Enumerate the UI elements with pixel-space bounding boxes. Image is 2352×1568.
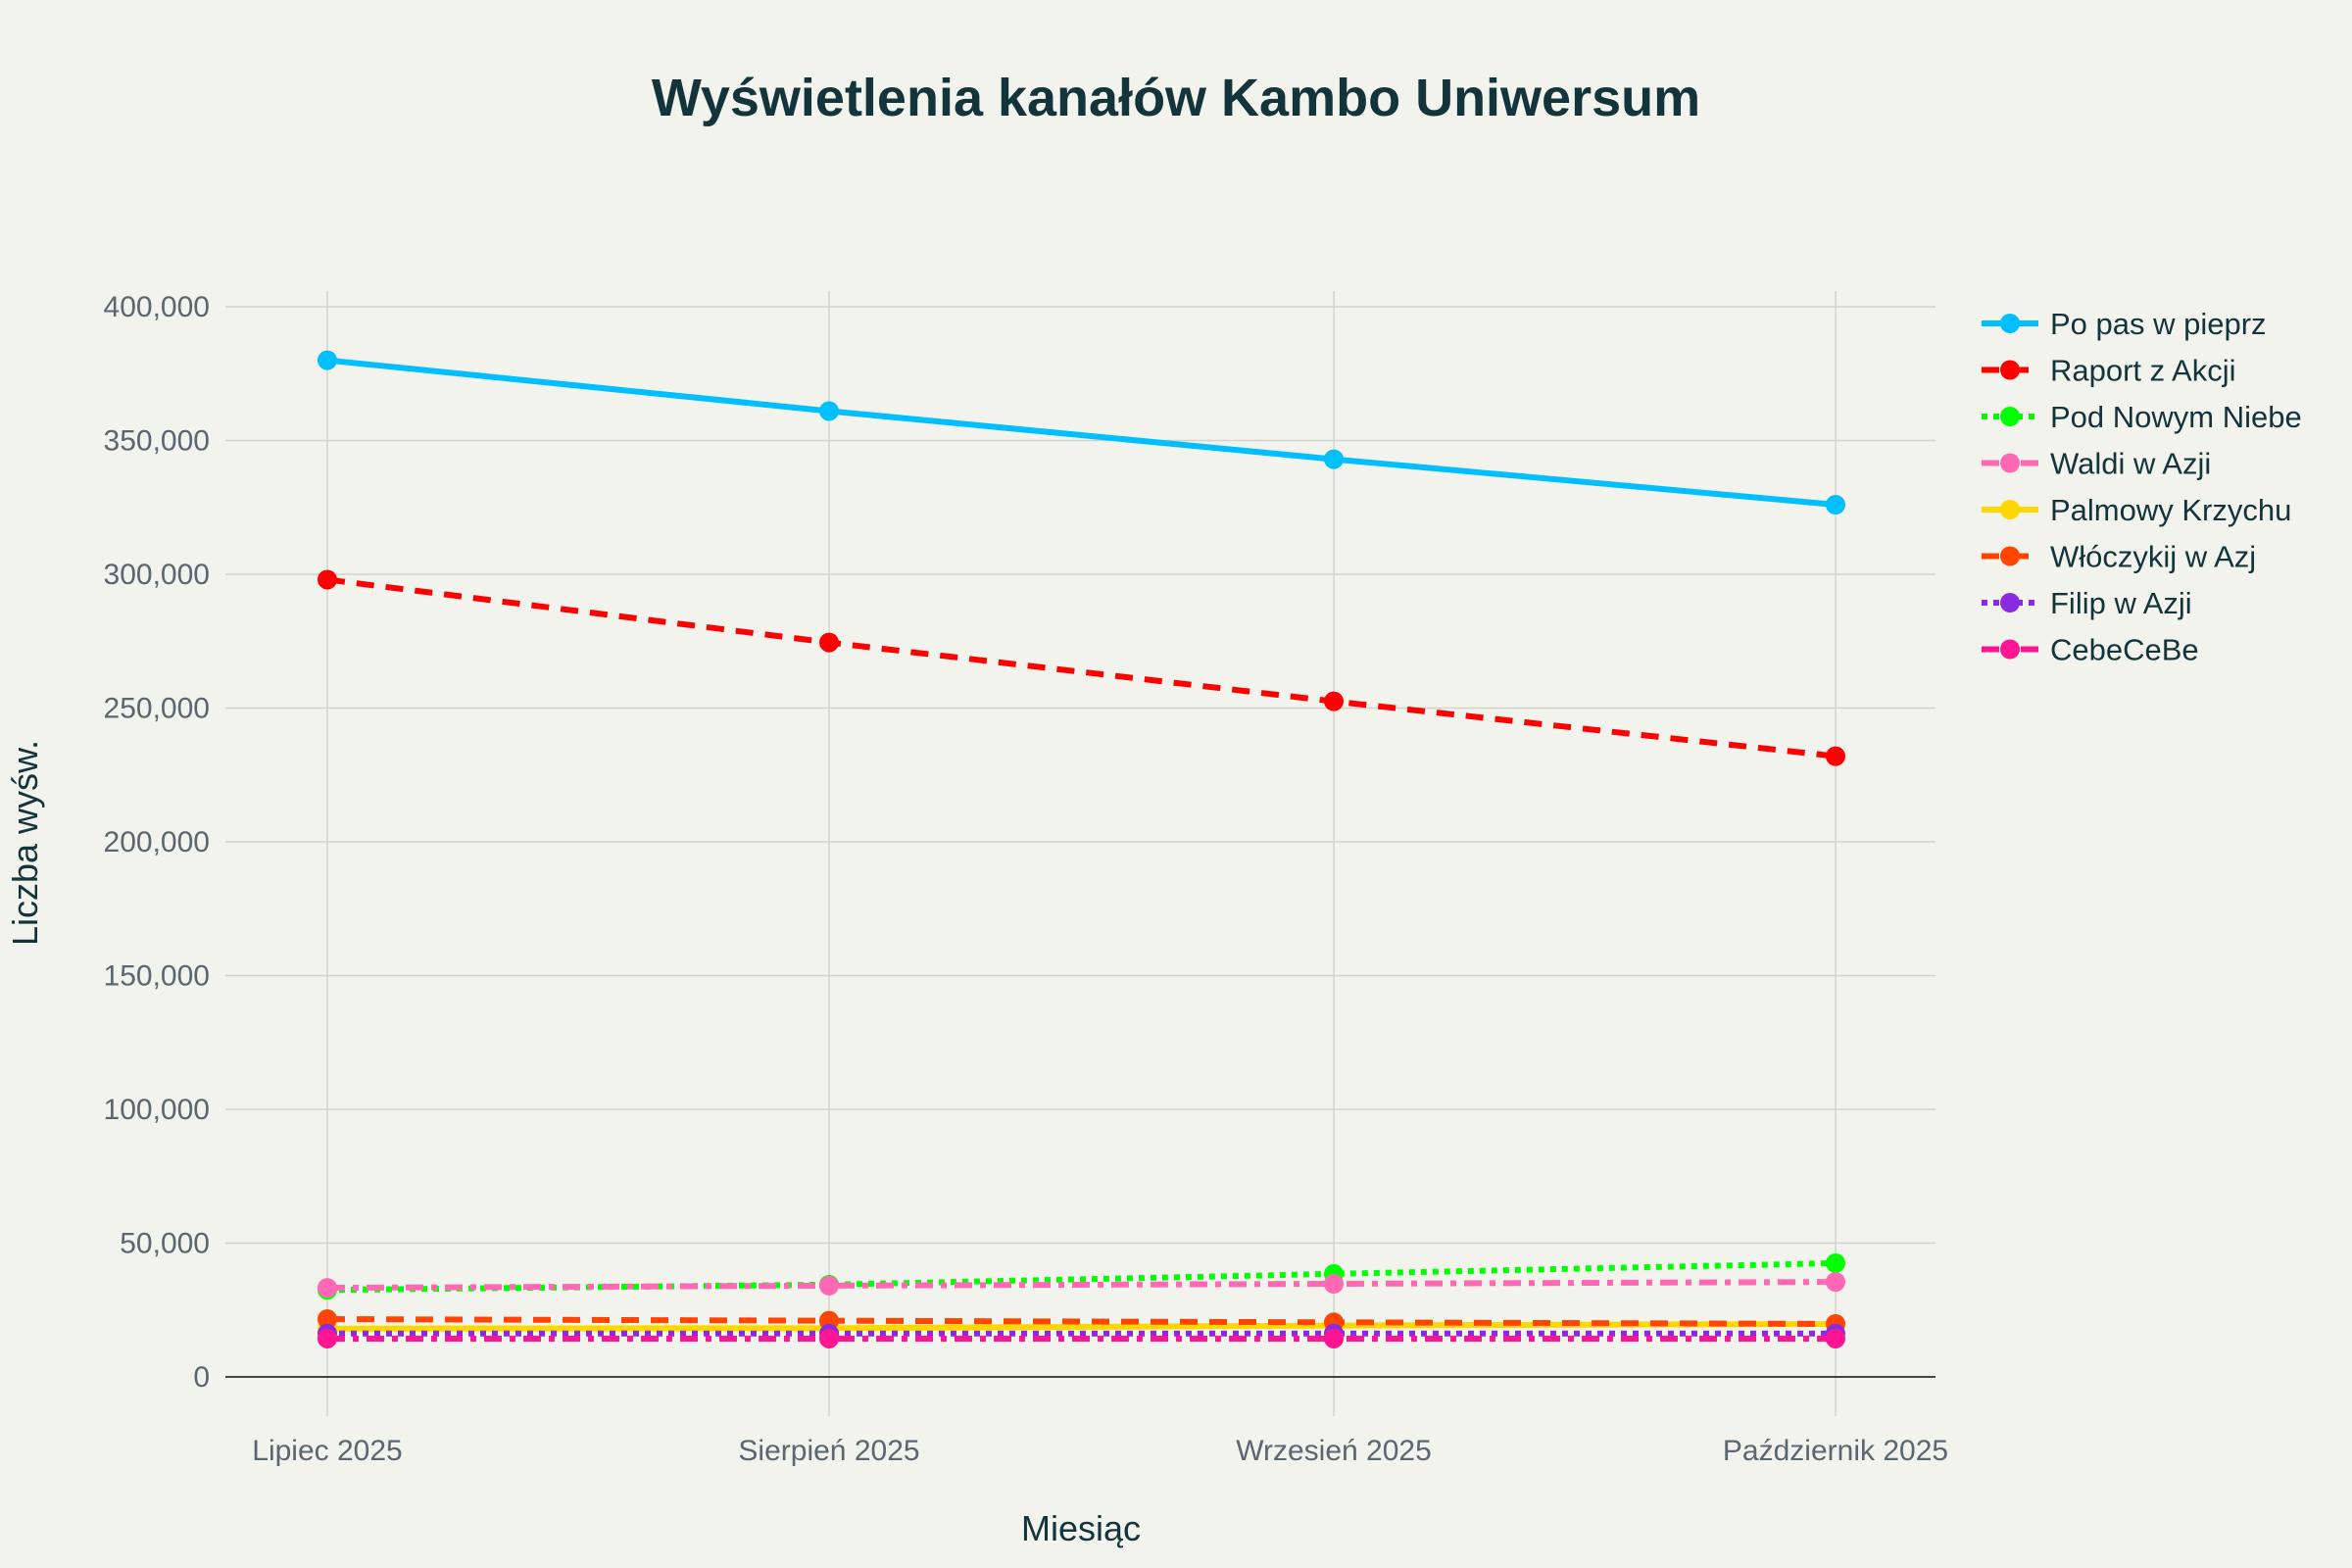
y-tick-label: 150,000 xyxy=(104,960,210,993)
data-point xyxy=(1324,449,1344,469)
legend-marker xyxy=(2000,593,2020,612)
legend-marker xyxy=(2000,360,2020,380)
data-point xyxy=(318,1309,337,1330)
y-tick-label: 250,000 xyxy=(104,693,210,725)
data-point xyxy=(318,569,337,590)
series-7 xyxy=(318,1328,1845,1348)
y-axis-title: Liczba wyśw. xyxy=(5,740,45,946)
x-tick-label: Wrzesień 2025 xyxy=(1236,1435,1432,1467)
legend-label: CebeCeBe xyxy=(2050,633,2199,667)
legend-item[interactable]: Palmowy Krzychu xyxy=(1982,493,2291,527)
legend-item[interactable]: Po pas w pieprz xyxy=(1982,307,2267,341)
legend-item[interactable]: CebeCeBe xyxy=(1982,633,2199,667)
series-line xyxy=(326,576,1837,760)
series-1 xyxy=(318,569,1845,766)
data-point xyxy=(1324,1273,1344,1294)
series-0 xyxy=(318,350,1845,515)
legend-item[interactable]: Raport z Akcji xyxy=(1982,354,2236,388)
legend-label: Filip w Azji xyxy=(2050,586,2192,620)
data-point xyxy=(1324,1328,1344,1348)
data-point xyxy=(1324,691,1344,711)
data-point xyxy=(318,1328,337,1348)
legend-label: Waldi w Azji xyxy=(2050,447,2211,481)
x-tick-label: Lipiec 2025 xyxy=(252,1435,402,1467)
data-point xyxy=(1826,746,1845,766)
y-tick-label: 100,000 xyxy=(104,1094,210,1126)
series-2 xyxy=(318,1252,1845,1300)
legend-item[interactable]: Waldi w Azji xyxy=(1982,447,2211,481)
legend-label: Pod Nowym Niebe xyxy=(2050,400,2302,434)
y-tick-label: 400,000 xyxy=(104,291,210,323)
data-point xyxy=(318,350,337,370)
data-point xyxy=(1826,495,1845,515)
legend-label: Raport z Akcji xyxy=(2050,354,2236,388)
legend-item[interactable]: Pod Nowym Niebe xyxy=(1982,400,2302,434)
series-line xyxy=(326,1316,1837,1327)
legend-item[interactable]: Włóczykij w Azj xyxy=(1982,540,2256,574)
y-tick-label: 350,000 xyxy=(104,425,210,458)
series-line xyxy=(326,1320,1837,1332)
legend-marker xyxy=(2000,639,2020,660)
data-point xyxy=(819,632,839,653)
data-point xyxy=(819,1328,839,1348)
legend-label: Palmowy Krzychu xyxy=(2050,493,2291,527)
legend-item[interactable]: Filip w Azji xyxy=(1982,586,2192,620)
series-line xyxy=(326,1279,1837,1292)
legend-marker xyxy=(2000,407,2020,426)
chart-title: Wyświetlenia kanałów Kambo Uniwersum xyxy=(652,69,1700,127)
legend-label: Po pas w pieprz xyxy=(2050,307,2267,341)
series-line xyxy=(326,357,1837,509)
data-point xyxy=(318,1278,337,1298)
y-tick-label: 300,000 xyxy=(104,559,210,591)
data-point xyxy=(1826,1272,1845,1293)
legend-marker xyxy=(2000,453,2020,473)
data-point xyxy=(819,1275,839,1296)
data-point xyxy=(1826,1328,1845,1348)
legend-label: Włóczykij w Azj xyxy=(2050,540,2256,574)
data-point xyxy=(819,401,839,421)
legend-marker xyxy=(2000,500,2020,519)
legend-marker xyxy=(2000,546,2020,566)
data-point xyxy=(1826,1252,1845,1273)
y-tick-label: 50,000 xyxy=(120,1228,210,1260)
x-axis-title: Miesiąc xyxy=(1021,1508,1141,1548)
series-3 xyxy=(318,1272,1845,1298)
y-tick-label: 0 xyxy=(193,1361,210,1394)
x-tick-label: Październik 2025 xyxy=(1723,1435,1948,1467)
legend-marker xyxy=(2000,314,2020,333)
y-tick-label: 200,000 xyxy=(104,826,210,858)
x-tick-label: Sierpień 2025 xyxy=(738,1435,919,1467)
